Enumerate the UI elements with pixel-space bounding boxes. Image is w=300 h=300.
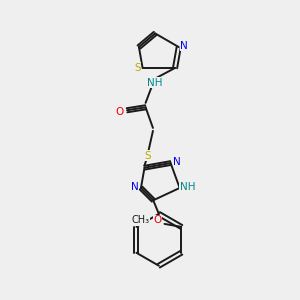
Text: N: N: [130, 182, 138, 192]
Text: S: S: [134, 63, 141, 73]
Text: NH: NH: [147, 78, 163, 88]
Text: N: N: [173, 157, 181, 166]
Text: O: O: [115, 107, 123, 117]
Text: CH₃: CH₃: [132, 215, 150, 225]
Text: N: N: [180, 40, 188, 51]
Text: S: S: [145, 151, 151, 161]
Text: NH: NH: [180, 182, 195, 192]
Text: O: O: [154, 215, 162, 225]
